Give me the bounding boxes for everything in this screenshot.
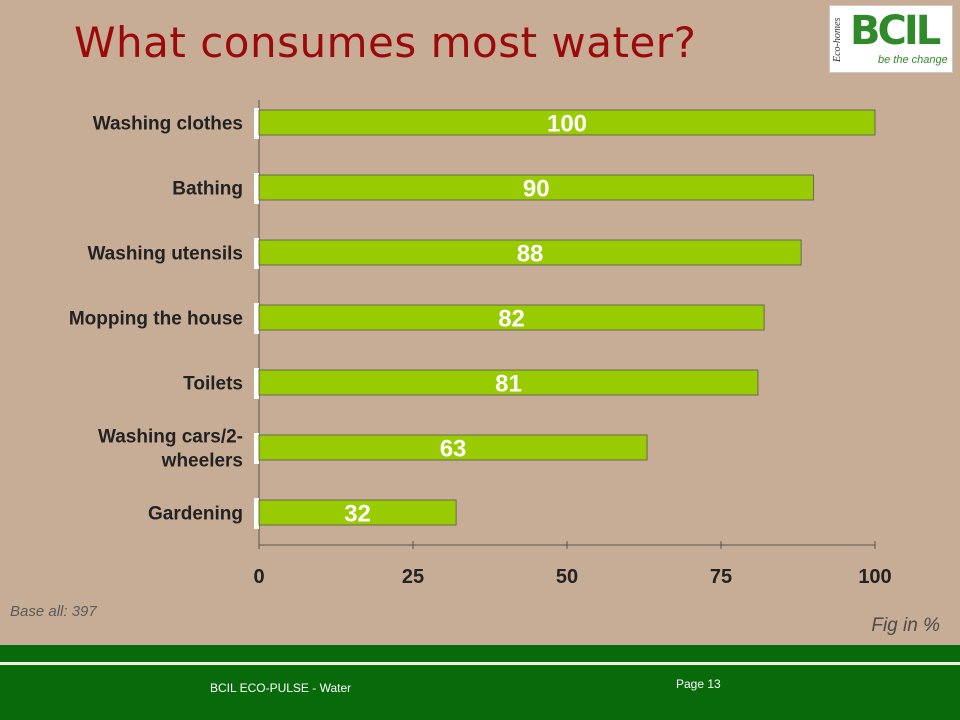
category-marker [254, 498, 259, 529]
logo-brand: BCIL [850, 8, 941, 54]
bcil-logo: Eco-homes BCIL be the change [829, 5, 953, 73]
fig-note: Fig in % [871, 615, 940, 636]
x-tick-label: 100 [858, 566, 891, 588]
category-label: Gardening [148, 504, 243, 525]
footer-bar: BCIL ECO-PULSE - Water Page 13 [0, 645, 960, 720]
data-label: 63 [440, 436, 467, 463]
category-label: Washing utensils [87, 244, 243, 265]
x-tick-label: 50 [556, 566, 578, 588]
page-title: What consumes most water? [74, 18, 697, 67]
category-label: Mopping the house [69, 309, 243, 330]
data-label: 88 [517, 241, 544, 268]
category-label: Toilets [183, 374, 243, 395]
data-label: 90 [523, 176, 550, 203]
x-tick-label: 75 [710, 566, 732, 588]
category-marker [254, 433, 259, 464]
x-tick-label: 25 [402, 566, 424, 588]
data-label: 32 [344, 501, 371, 528]
category-marker [254, 303, 259, 334]
category-label: Washing cars/2- [98, 427, 243, 448]
x-tick-label: 0 [253, 566, 264, 588]
category-marker [254, 368, 259, 399]
category-marker [254, 108, 259, 139]
bar [258, 369, 759, 396]
bar [258, 109, 876, 136]
bar [258, 434, 648, 461]
base-note: Base all: 397 [10, 603, 97, 620]
bar [258, 239, 802, 266]
data-label: 82 [498, 306, 525, 333]
category-label: Bathing [172, 179, 243, 200]
logo-tagline: be the change [878, 54, 948, 66]
bar [258, 304, 765, 331]
logo-side-text: Eco-homes [832, 17, 843, 63]
bar [258, 499, 457, 526]
bar [258, 174, 814, 201]
footer-divider [0, 662, 960, 665]
footer-text: BCIL ECO-PULSE - Water [210, 681, 352, 695]
page-number: Page 13 [676, 677, 721, 691]
category-marker [254, 238, 259, 269]
data-label: 81 [495, 371, 522, 398]
bar-chart: 100 Washing clothes 90 Bathing 88 Washing ute… [69, 100, 892, 588]
category-marker [254, 173, 259, 204]
data-label: 100 [547, 111, 587, 138]
category-label: Washing clothes [93, 114, 243, 135]
category-label: wheelers [161, 451, 243, 472]
